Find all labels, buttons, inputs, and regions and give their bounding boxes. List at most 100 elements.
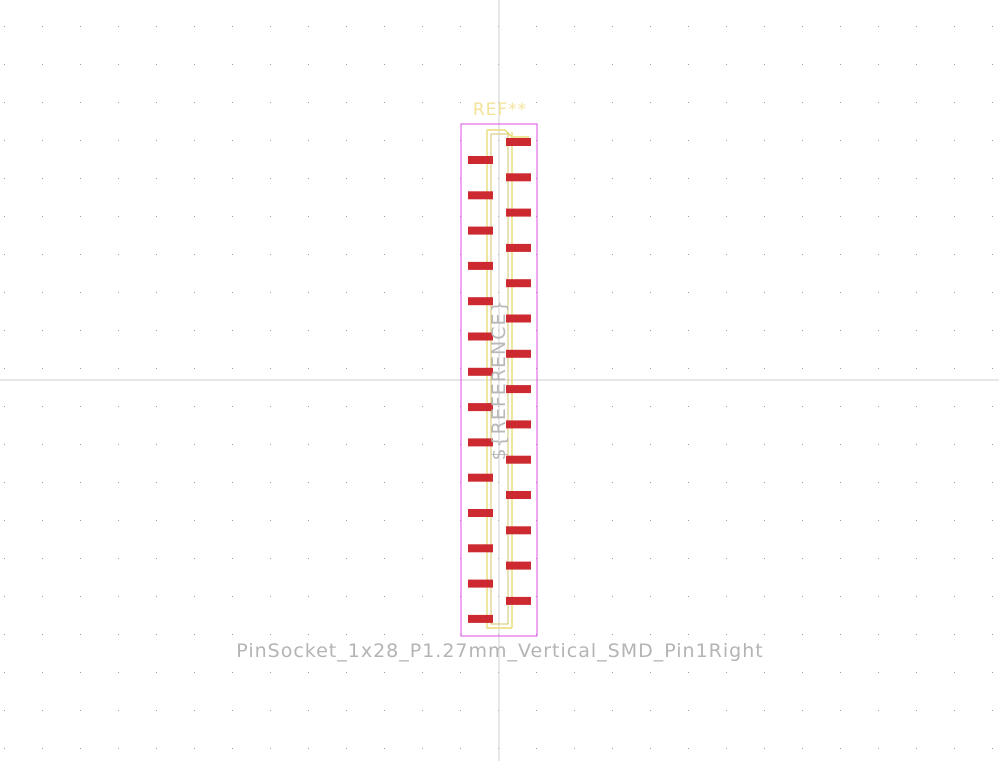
grid-dot <box>194 520 195 521</box>
pad-26[interactable] <box>468 579 493 588</box>
grid-dot <box>422 482 423 483</box>
grid-dot <box>346 710 347 711</box>
grid-dot <box>764 634 765 635</box>
grid-dot <box>802 596 803 597</box>
grid-dot <box>574 140 575 141</box>
reference-variable-label[interactable]: ${REFERENCE} <box>488 299 510 460</box>
pad-1[interactable] <box>506 138 531 146</box>
grid-dot <box>80 748 81 749</box>
grid-dot <box>802 748 803 749</box>
grid-dot <box>4 672 5 673</box>
grid-dot <box>650 634 651 635</box>
grid-dot <box>346 748 347 749</box>
grid-dot <box>612 672 613 673</box>
grid-dot <box>156 292 157 293</box>
pad-5[interactable] <box>506 208 531 217</box>
grid-dot <box>764 444 765 445</box>
courtyard-outline <box>460 123 538 637</box>
pad-16[interactable] <box>468 403 493 412</box>
grid-dot <box>992 406 993 407</box>
grid-dot <box>232 558 233 559</box>
pad-27[interactable] <box>506 596 531 605</box>
pad-10[interactable] <box>468 297 493 306</box>
footprint-value-label[interactable]: PinSocket_1x28_P1.27mm_Vertical_SMD_Pin1… <box>236 640 763 662</box>
pad-6[interactable] <box>468 226 493 235</box>
grid-dot <box>612 292 613 293</box>
grid-dot <box>384 292 385 293</box>
grid-dot <box>574 216 575 217</box>
grid-dot <box>232 330 233 331</box>
grid-dot <box>384 368 385 369</box>
grid-dot <box>840 444 841 445</box>
pad-22[interactable] <box>468 509 493 517</box>
pad-23[interactable] <box>506 526 531 535</box>
grid-dot <box>308 102 309 103</box>
grid-dot <box>42 26 43 27</box>
grid-dot <box>118 672 119 673</box>
grid-dot <box>118 406 119 407</box>
pad-3[interactable] <box>506 173 531 182</box>
grid-dot <box>4 64 5 65</box>
grid-dot <box>308 254 309 255</box>
grid-dot <box>308 710 309 711</box>
pad-4[interactable] <box>468 191 493 200</box>
grid-dot <box>42 254 43 255</box>
reference-label[interactable]: REF** <box>473 100 527 120</box>
grid-dot <box>650 596 651 597</box>
grid-dot <box>764 368 765 369</box>
pad-11[interactable] <box>506 314 531 323</box>
grid-dot <box>726 26 727 27</box>
grid-dot <box>422 140 423 141</box>
pad-28[interactable] <box>468 614 493 623</box>
grid-dot <box>726 520 727 521</box>
grid-dot <box>840 330 841 331</box>
grid-dot <box>688 482 689 483</box>
pad-2[interactable] <box>468 156 493 164</box>
pad-17[interactable] <box>506 420 531 429</box>
pad-25[interactable] <box>506 561 531 570</box>
grid-dot <box>612 178 613 179</box>
grid-dot <box>916 330 917 331</box>
pad-12[interactable] <box>468 332 493 341</box>
grid-dot <box>840 596 841 597</box>
pad-18[interactable] <box>468 438 493 447</box>
grid-dot <box>840 368 841 369</box>
pad-13[interactable] <box>506 349 531 358</box>
grid-dot <box>878 216 879 217</box>
grid-dot <box>346 596 347 597</box>
grid-dot <box>156 406 157 407</box>
grid-dot <box>42 368 43 369</box>
grid-dot <box>422 748 423 749</box>
pad-21[interactable] <box>506 491 531 499</box>
pad-8[interactable] <box>468 261 493 270</box>
grid-dot <box>536 672 537 673</box>
pad-24[interactable] <box>468 544 493 553</box>
grid-dot <box>992 64 993 65</box>
grid-dot <box>460 672 461 673</box>
grid-dot <box>878 672 879 673</box>
grid-dot <box>688 406 689 407</box>
grid-dot <box>688 140 689 141</box>
grid-dot <box>308 558 309 559</box>
grid-dot <box>916 216 917 217</box>
pad-9[interactable] <box>506 279 531 288</box>
pad-19[interactable] <box>506 455 531 464</box>
grid-dot <box>764 26 765 27</box>
grid-dot <box>346 140 347 141</box>
grid-dot <box>726 444 727 445</box>
grid-dot <box>308 26 309 27</box>
fab-outline <box>490 133 509 625</box>
grid-dot <box>992 330 993 331</box>
grid-dot <box>156 558 157 559</box>
grid-dot <box>650 368 651 369</box>
pad-7[interactable] <box>506 243 531 252</box>
pad-14[interactable] <box>468 367 493 376</box>
grid-dot <box>42 330 43 331</box>
grid-dot <box>878 368 879 369</box>
grid-dot <box>422 596 423 597</box>
pad-15[interactable] <box>506 385 531 394</box>
grid-dot <box>4 178 5 179</box>
pad-20[interactable] <box>468 473 493 482</box>
grid-dot <box>42 102 43 103</box>
